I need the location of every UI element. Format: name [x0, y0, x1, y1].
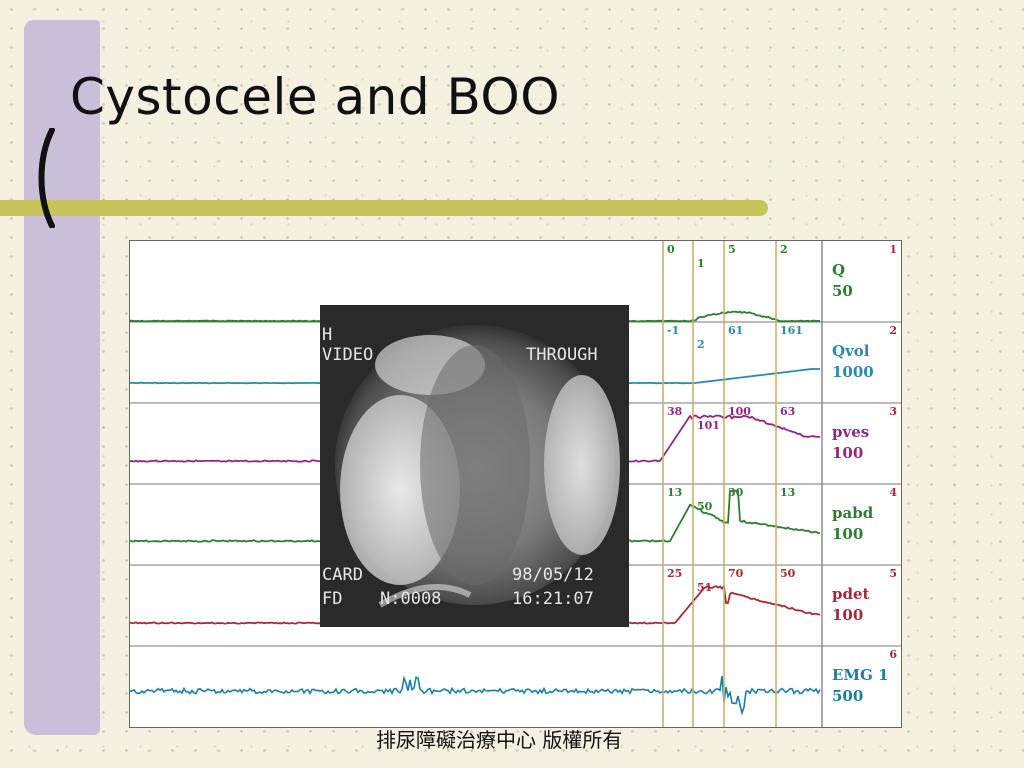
- fluoroscopy-image: [320, 305, 629, 627]
- marker-value: 51: [697, 581, 712, 594]
- channel-scale: 100: [832, 444, 863, 462]
- bracket-decoration: [38, 128, 55, 228]
- channel-scale: 1000: [832, 363, 874, 381]
- marker-value: 25: [667, 567, 682, 580]
- title-underline: [0, 200, 768, 216]
- marker-value: 13: [780, 486, 795, 499]
- channel-name: pabd: [832, 504, 874, 522]
- accent-bar: [24, 20, 100, 735]
- channel-index: 1: [889, 243, 897, 256]
- video-mode-left: VIDEO: [322, 345, 374, 365]
- channel-name: Q: [832, 261, 845, 279]
- channel-index: 4: [889, 486, 897, 499]
- video-label-top-left: H: [322, 325, 333, 345]
- video-fd-label: FD: [322, 589, 343, 609]
- marker-value: 30: [728, 486, 744, 499]
- marker-value: 70: [728, 567, 744, 580]
- video-counter: N:0008: [380, 589, 442, 609]
- channel-index: 6: [889, 648, 897, 661]
- video-inset: H VIDEO THROUGH CARD FD N:0008 98/05/12 …: [320, 305, 629, 627]
- marker-value: 13: [667, 486, 682, 499]
- marker-value: 1: [697, 257, 705, 270]
- channel-scale: 100: [832, 525, 863, 543]
- channel-name: EMG 1: [832, 666, 889, 684]
- video-card-label: CARD: [322, 565, 363, 585]
- video-mode-right: THROUGH: [526, 345, 598, 365]
- channel-scale: 500: [832, 687, 863, 705]
- channel-index: 2: [889, 324, 897, 337]
- video-date: 98/05/12: [512, 565, 594, 585]
- marker-value: 63: [780, 405, 795, 418]
- marker-value: 161: [780, 324, 803, 337]
- marker-value: 0: [667, 243, 675, 256]
- marker-value: 2: [697, 338, 705, 351]
- trace-emg-1: [130, 675, 821, 716]
- channel-index: 5: [889, 567, 897, 580]
- channel-index: 3: [889, 405, 897, 418]
- footer-copyright: 排尿障礙治療中心 版權所有: [376, 728, 623, 752]
- channel-scale: 100: [832, 606, 863, 624]
- marker-value: 61: [728, 324, 743, 337]
- marker-value: 50: [697, 500, 713, 513]
- channel-name: pdet: [832, 585, 870, 603]
- channel-scale: 50: [832, 282, 853, 300]
- channel-name: Qvol: [832, 342, 870, 360]
- video-time: 16:21:07: [512, 589, 594, 609]
- marker-value: 2: [780, 243, 788, 256]
- marker-value: 50: [780, 567, 796, 580]
- channel-name: pves: [832, 423, 869, 441]
- slide-title: Cystocele and BOO: [70, 68, 561, 126]
- marker-value: 38: [667, 405, 683, 418]
- marker-value: -1: [667, 324, 679, 337]
- marker-value: 100: [728, 405, 751, 418]
- marker-value: 5: [728, 243, 736, 256]
- marker-value: 101: [697, 419, 720, 432]
